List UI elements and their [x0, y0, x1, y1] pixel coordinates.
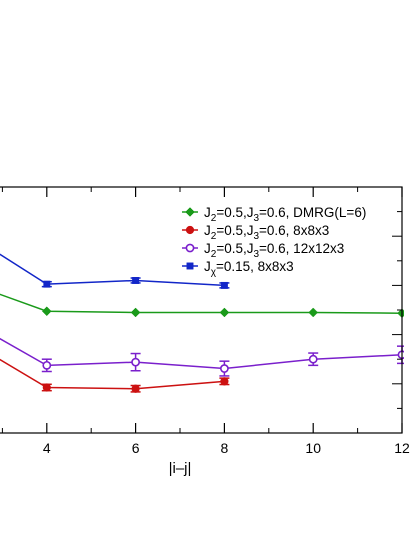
data-point	[131, 357, 140, 367]
data-point	[132, 277, 140, 284]
x-tick-label: 12	[394, 440, 410, 456]
series-p12x12x3	[0, 337, 404, 377]
data-point	[43, 280, 51, 288]
legend-label-subscript: 2	[211, 249, 217, 260]
legend-label-subscript: χ	[211, 267, 217, 278]
legend-label: J2=0.5,J3=0.6, DMRG(L=6)	[204, 205, 366, 224]
legend-label-subscript: 3	[253, 249, 259, 260]
series-r8x8x3	[0, 358, 230, 393]
legend-marker	[185, 207, 195, 217]
data-point	[130, 307, 141, 318]
legend-label-subscript: 2	[211, 213, 217, 224]
data-point	[308, 354, 318, 364]
legend-label-subscript: 3	[253, 213, 259, 224]
legend-entry-dmrg: J2=0.5,J3=0.6, DMRG(L=6)	[182, 205, 366, 224]
series-line	[0, 358, 225, 390]
series-jchi	[0, 253, 230, 289]
data-point	[41, 306, 52, 317]
legend-entry-r8x8x3: J2=0.5,J3=0.6, 8x8x3	[182, 223, 329, 242]
legend-label-part: =0.6, 12x12x3	[259, 241, 344, 256]
data-point	[220, 281, 228, 289]
legend-marker	[186, 262, 194, 270]
legend-label-part: =0.5,J	[216, 223, 253, 238]
legend-entry-jchi: Jχ=0.15, 8x8x3	[182, 259, 294, 278]
legend-label-part: =0.6, DMRG(L=6)	[259, 205, 366, 220]
plot-frame	[0, 186, 403, 434]
series-line	[0, 337, 403, 370]
legend-label-part: =0.5,J	[216, 241, 253, 256]
series-line	[0, 253, 225, 287]
data-point	[308, 307, 319, 318]
x-tick-label: 8	[221, 440, 229, 456]
legend-label-part: J	[204, 205, 211, 220]
series-dmrg	[0, 293, 404, 319]
legend-label-subscript: 3	[253, 231, 259, 242]
legend-label: J2=0.5,J3=0.6, 12x12x3	[204, 241, 344, 260]
legend-label-part: =0.15, 8x8x3	[216, 259, 294, 274]
series-line	[0, 293, 403, 314]
legend-label: J2=0.5,J3=0.6, 8x8x3	[204, 223, 329, 242]
legend-label-part: =0.5,J	[216, 205, 253, 220]
data-point	[42, 383, 51, 392]
legend-label-subscript: 2	[211, 231, 217, 242]
x-axis-title: |i–j|	[169, 460, 192, 477]
x-tick-label: 6	[132, 440, 140, 456]
legend-entry-p12x12x3: J2=0.5,J3=0.6, 12x12x3	[182, 241, 344, 260]
x-tick-label: 4	[43, 440, 51, 456]
legend-label-part: J	[204, 223, 211, 238]
data-point	[42, 360, 52, 370]
legend-marker	[185, 225, 195, 235]
legend-label: Jχ=0.15, 8x8x3	[204, 259, 294, 278]
legend-label-part: J	[204, 241, 211, 256]
data-point	[219, 364, 229, 373]
data-point	[220, 377, 229, 386]
legend-label-part: =0.6, 8x8x3	[259, 223, 329, 238]
legend-label-part: J	[204, 259, 211, 274]
legend: J2=0.5,J3=0.6, DMRG(L=6)J2=0.5,J3=0.6, 8…	[182, 205, 366, 278]
data-point	[219, 307, 230, 318]
axes: 2 4 6 8 10 12	[0, 186, 410, 456]
legend-marker	[185, 243, 195, 253]
data-point	[131, 384, 140, 393]
x-tick-label: 10	[305, 440, 321, 456]
